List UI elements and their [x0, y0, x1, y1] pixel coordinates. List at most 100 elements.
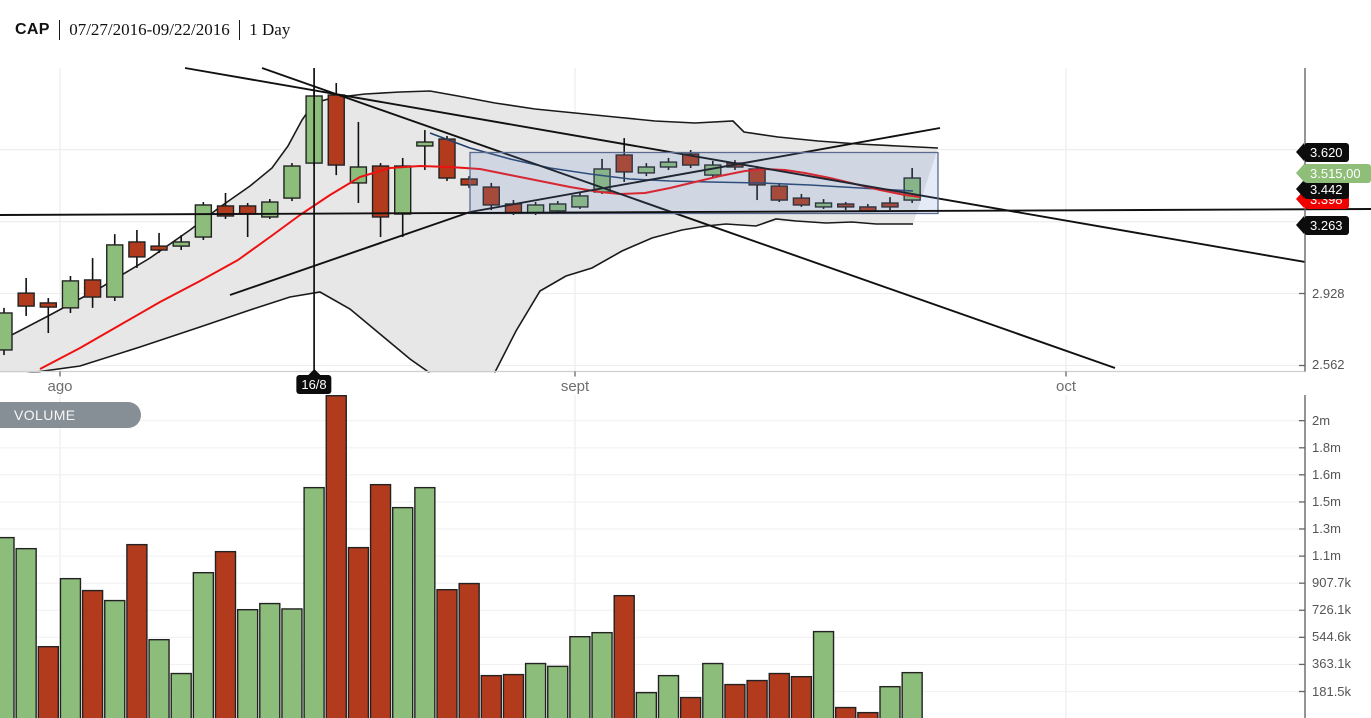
volume-bar: [81, 589, 104, 718]
candle-body: [327, 94, 345, 166]
candlestick: [61, 275, 80, 313]
volume-bar: [547, 665, 569, 718]
candlestick: [637, 163, 656, 177]
separator: [58, 20, 61, 40]
candle-body: [216, 205, 235, 217]
volume-bar: [768, 672, 790, 718]
volume-bar: [37, 645, 59, 718]
candlestick: [194, 202, 213, 240]
volume-bar: [259, 602, 281, 718]
price-tick-label: 2.562: [1312, 357, 1345, 373]
volume-bars: [0, 395, 923, 718]
candlestick: [438, 135, 456, 181]
candle-body: [150, 245, 168, 251]
candle-body: [792, 197, 811, 206]
volume-indicator-label[interactable]: VOLUME: [0, 402, 141, 428]
candle-body: [283, 165, 301, 199]
candle-body: [194, 204, 213, 238]
date-range: 07/27/2016-09/22/2016: [69, 20, 230, 39]
x-axis-label-ago: ago: [47, 378, 73, 395]
volume-bar: [325, 395, 347, 718]
separator: [238, 20, 241, 40]
symbol-title: CAP: [15, 21, 50, 38]
fast-ma-line: [39, 165, 921, 370]
volume-tick-label: 2m: [1312, 412, 1331, 428]
candle-body: [172, 241, 190, 247]
candle-body: [438, 138, 456, 179]
candle-body: [128, 241, 146, 258]
volume-bar: [148, 638, 170, 718]
volume-bar: [458, 582, 480, 718]
candlestick: [482, 182, 500, 211]
volume-bar: [657, 674, 680, 718]
candlestick: [172, 235, 190, 251]
candle-body: [770, 185, 788, 201]
volume-bar: [303, 486, 325, 718]
x-axis-label-sept: sept: [560, 378, 590, 395]
volume-bar: [15, 547, 37, 718]
candlestick: [39, 298, 57, 334]
volume-bar: [879, 685, 901, 718]
chart-header: CAP 07/27/2016-09/22/2016 1 Day: [15, 20, 290, 40]
volume-bar: [835, 706, 857, 718]
candle-body: [83, 279, 102, 298]
candlestick: [792, 193, 811, 207]
candle-body: [482, 186, 500, 206]
volume-tick-label: 1.8m: [1312, 439, 1341, 455]
candlestick: [106, 234, 124, 301]
candlestick: [659, 157, 678, 170]
selection-box[interactable]: [469, 151, 939, 215]
volume-bar: [392, 506, 414, 718]
candle-body: [681, 153, 700, 166]
candlestick: [881, 197, 899, 211]
trendline: [184, 67, 1305, 263]
volume-bar: [502, 673, 525, 718]
candle-body: [837, 203, 855, 208]
volume-tick-label: 1.6m: [1312, 466, 1341, 482]
candle-body: [0, 312, 13, 351]
candle-body: [238, 205, 257, 215]
volume-tick-label: 726.1k: [1312, 602, 1352, 618]
volume-bar: [591, 631, 613, 718]
candle-body: [814, 202, 833, 208]
volume-tick-label: 363.1k: [1312, 656, 1352, 672]
candle-body: [881, 202, 899, 208]
candlestick: [150, 232, 168, 253]
volume-bar: [857, 711, 879, 718]
price-tag-level-high: 3.620: [1296, 142, 1349, 162]
volume-bar: [0, 536, 15, 718]
candle-body: [61, 280, 80, 309]
candle-body: [106, 244, 124, 298]
date-marker-tag: 16/8: [296, 369, 332, 394]
candlestick: [371, 163, 390, 238]
candlestick: [83, 258, 102, 308]
volume-bar: [170, 672, 192, 718]
candlestick: [327, 83, 345, 176]
volume-bar: [104, 599, 126, 718]
volume-bar: [790, 675, 813, 718]
volume-bar: [679, 696, 702, 718]
candlestick: [128, 229, 146, 268]
volume-bar: [59, 577, 82, 718]
volume-tick-label: 544.6k: [1312, 629, 1352, 645]
candle-body: [39, 302, 57, 308]
volume-bar: [347, 546, 370, 718]
volume-tick-label: 1.5m: [1312, 493, 1341, 509]
candlestick: [571, 192, 589, 209]
candlestick: [416, 130, 434, 170]
candlestick: [837, 202, 855, 211]
interval-label: 1 Day: [249, 20, 291, 39]
x-axis-label-oct: oct: [1055, 378, 1077, 395]
price-tag-level-low: 3.263: [1296, 215, 1349, 235]
volume-tick-label: 907.7k: [1312, 575, 1352, 591]
volume-bar: [724, 683, 746, 718]
candlestick: [615, 138, 633, 182]
trendline: [261, 67, 1116, 369]
candle-body: [571, 195, 589, 208]
candle-body: [17, 292, 35, 307]
band-lower-edge: [26, 218, 913, 373]
axes: [0, 68, 1306, 718]
volume-tick-label: 181.5k: [1312, 683, 1352, 699]
volume-bar: [702, 662, 724, 718]
